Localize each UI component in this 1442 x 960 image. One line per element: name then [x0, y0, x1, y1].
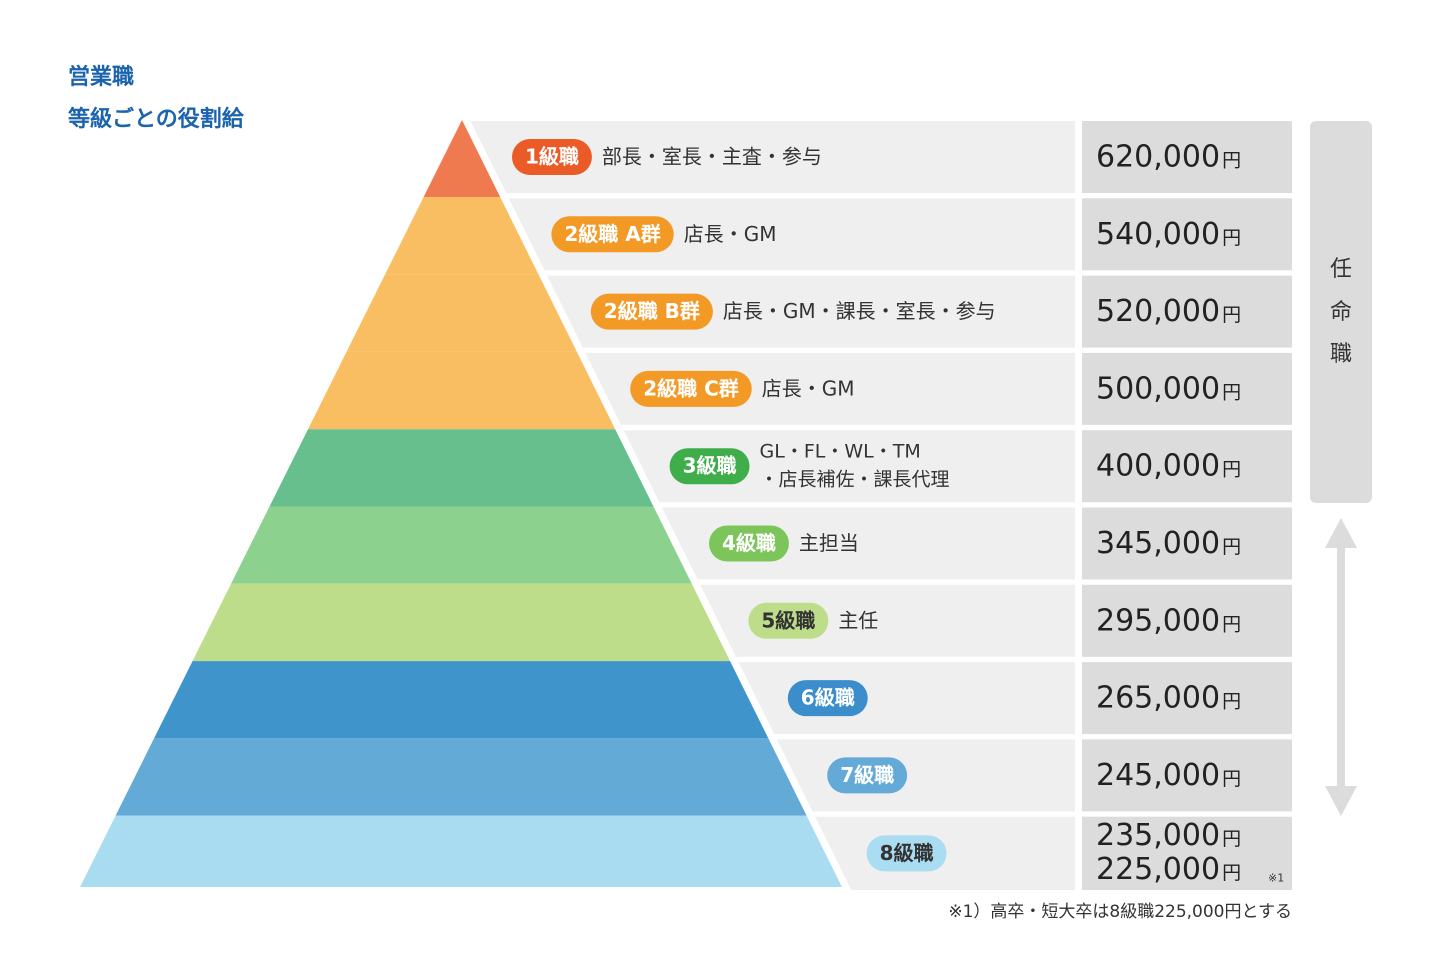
salary-amount: 620,000	[1096, 140, 1220, 175]
pyramid-band	[154, 661, 769, 739]
grade-badge	[709, 525, 789, 562]
salary-note: ※1	[1268, 871, 1284, 884]
pyramid-band	[192, 583, 731, 662]
salary-unit: 円	[1222, 768, 1241, 790]
title-line: 営業職	[68, 64, 134, 90]
grade-label: 7級職	[840, 763, 894, 787]
row-bg	[623, 430, 1075, 503]
price-cell	[1082, 275, 1292, 348]
grade-label: 5級職	[761, 608, 815, 632]
salary-amount: 345,000	[1096, 526, 1220, 561]
price-cell	[1082, 121, 1292, 193]
role-text: 店長・GM・課長・室長・参与	[723, 299, 996, 323]
salary-unit: 円	[1222, 381, 1241, 403]
grade-badge	[748, 602, 829, 639]
grade-badge	[866, 835, 947, 872]
salary-unit: 円	[1222, 862, 1241, 884]
side-label: 命	[1330, 300, 1352, 325]
grade-label: 2級職 A群	[564, 222, 660, 246]
price-cell	[1082, 352, 1292, 425]
role-text: 店長・GM	[684, 222, 777, 246]
grade-badge	[630, 370, 752, 407]
role-text: 主担当	[799, 531, 859, 555]
side-label: 任	[1330, 257, 1352, 282]
grade-label: 2級職 C群	[643, 376, 739, 400]
price-cell	[1082, 816, 1292, 890]
grade-label: 3級職	[683, 454, 737, 478]
grade-label: 2級職 B群	[604, 299, 700, 323]
grade-badge	[512, 139, 592, 175]
salary-amount: 245,000	[1096, 758, 1220, 793]
grade-badge	[787, 680, 868, 717]
salary-amount: 295,000	[1096, 603, 1220, 638]
salary-unit: 円	[1222, 691, 1241, 713]
role-text: 主任	[838, 608, 878, 632]
price-cell	[1082, 198, 1292, 271]
footnote: ※1）高卒・短大卒は8級職225,000円とする	[948, 902, 1292, 922]
role-text: 部長・室長・主査・参与	[602, 145, 822, 169]
grade-badge	[827, 757, 908, 794]
title-line: 等級ごとの役割給	[68, 106, 245, 132]
role-text: GL・FL・WL・TM	[760, 441, 921, 463]
price-cell	[1082, 662, 1292, 735]
pyramid-band	[231, 506, 692, 584]
salary-unit: 円	[1222, 227, 1241, 249]
row-bg	[776, 739, 1075, 812]
salary-unit: 円	[1222, 459, 1241, 481]
salary-unit: 円	[1222, 828, 1241, 850]
pyramid-band	[346, 274, 577, 352]
pyramid-band	[423, 120, 501, 198]
salary-amount: 400,000	[1096, 449, 1220, 484]
row-bg	[470, 121, 1076, 193]
salary-amount: 265,000	[1096, 681, 1220, 716]
grade-label: 8級職	[880, 841, 934, 865]
grade-badge	[669, 448, 750, 485]
pyramid-band	[115, 738, 807, 816]
salary-amount: 540,000	[1096, 217, 1220, 252]
role-text: ・店長補佐・課長代理	[760, 469, 950, 491]
grade-badge	[590, 293, 713, 330]
side-box	[1310, 121, 1372, 503]
pyramid-band	[385, 197, 539, 275]
salary-amount: 235,000	[1096, 818, 1220, 853]
grade-label: 1級職	[525, 145, 579, 169]
grade-label: 4級職	[722, 531, 776, 555]
price-cell	[1082, 430, 1292, 503]
side-label: 職	[1330, 342, 1352, 367]
double-arrow	[1325, 518, 1357, 816]
salary-unit: 円	[1222, 150, 1241, 172]
grade-badge	[551, 216, 674, 253]
grade-label: 6級職	[801, 686, 855, 710]
pyramid-band	[80, 815, 842, 887]
salary-amount: 225,000	[1096, 852, 1220, 887]
salary-amount: 500,000	[1096, 371, 1220, 406]
price-cell	[1082, 584, 1292, 657]
price-cell	[1082, 507, 1292, 580]
role-text: 店長・GM	[762, 376, 855, 400]
salary-amount: 520,000	[1096, 294, 1220, 329]
salary-unit: 円	[1222, 536, 1241, 558]
price-cell	[1082, 739, 1292, 812]
pyramid-band	[269, 429, 654, 507]
salary-unit: 円	[1222, 304, 1241, 326]
pyramid-band	[308, 351, 616, 430]
salary-unit: 円	[1222, 613, 1241, 635]
